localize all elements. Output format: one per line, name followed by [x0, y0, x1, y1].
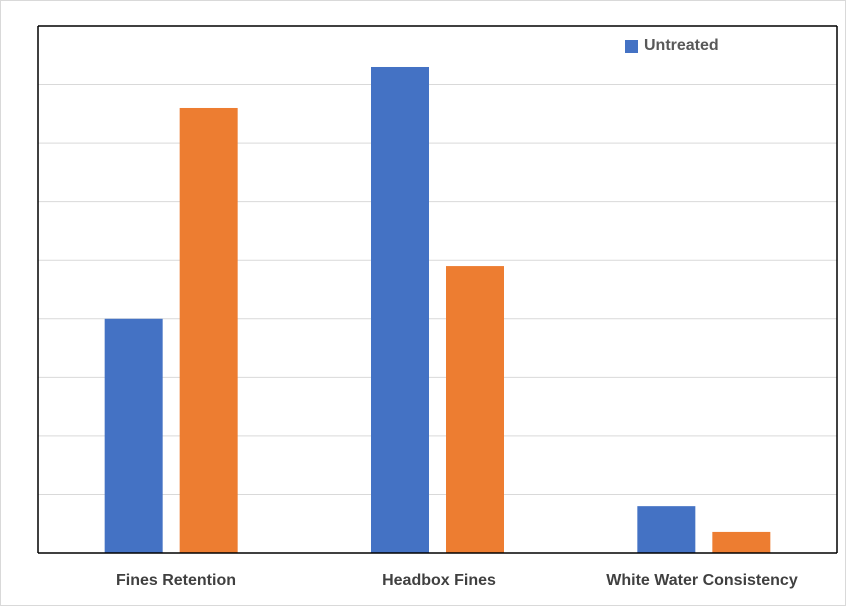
bar-series2-white-water-consistency — [712, 531, 771, 553]
legend-swatch-untreated — [625, 39, 638, 53]
x-tick-label-headbox-fines: Headbox Fines — [382, 572, 496, 589]
bar-series1-headbox-fines — [371, 66, 429, 553]
bar-series2-headbox-fines — [446, 266, 504, 553]
x-tick-label-fines-retention: Fines Retention — [115, 572, 236, 589]
bar-series1-fines-retention — [104, 318, 163, 553]
bar-series1-white-water-consistency — [637, 506, 696, 553]
bars — [104, 66, 771, 553]
legend: Untreated — [625, 37, 719, 55]
bar-series2-fines-retention — [179, 107, 238, 553]
axes — [37, 25, 838, 554]
legend-label-untreated: Untreated — [644, 37, 719, 54]
gridlines — [38, 84, 837, 495]
x-tick-label-white-water-consistency: White Water Consistency — [606, 572, 798, 589]
